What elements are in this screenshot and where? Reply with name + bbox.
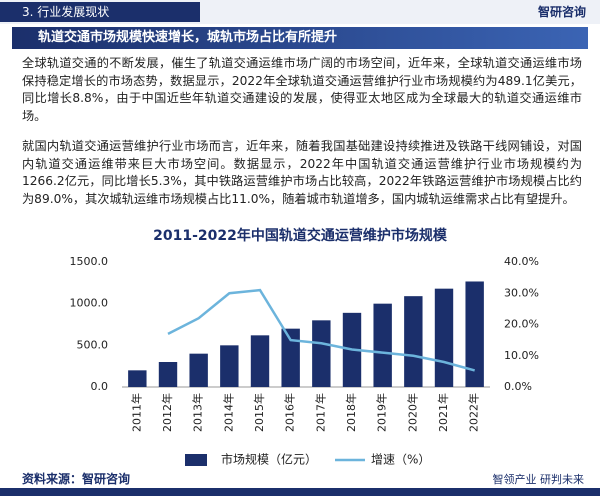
x-tick-label: 2014年 — [221, 393, 235, 432]
legend-swatch — [185, 454, 207, 466]
title-bar: 轨道交通市场规模快速增长，城轨市场占比有所提升 — [12, 27, 588, 49]
legend-label: 增速（%） — [371, 453, 430, 467]
x-tick-label: 2012年 — [160, 393, 174, 432]
bar — [465, 281, 484, 387]
x-tick-label: 2021年 — [436, 393, 450, 432]
bar — [404, 296, 423, 387]
y-tick-label: 0.0 — [91, 380, 109, 393]
bar — [128, 370, 147, 387]
source: 资料来源：智研咨询 — [22, 472, 131, 486]
y2-tick-label: 0.0% — [504, 380, 532, 393]
y-tick-label: 1000.0 — [70, 297, 109, 310]
bar — [189, 353, 208, 387]
bar — [158, 362, 178, 387]
x-tick-label: 2020年 — [405, 393, 419, 432]
slogan: 智领产业 研判未来 — [492, 473, 585, 486]
bar — [373, 303, 392, 387]
y2-tick-label: 10.0% — [504, 349, 539, 362]
chart-title: 2011-2022年中国轨道交通运营维护市场规模 — [153, 227, 448, 244]
bar — [220, 345, 239, 387]
y-tick-label: 1500.0 — [70, 255, 109, 268]
paragraph: 就国内轨道交通运营维护行业市场而言，近年来，随着我国基础建设持续推进及铁路干线网… — [22, 139, 582, 206]
x-tick-label: 2016年 — [283, 393, 297, 432]
logo: 智研咨询 — [537, 5, 586, 19]
y2-tick-label: 40.0% — [504, 255, 539, 268]
bar — [281, 328, 300, 387]
x-tick-label: 2017年 — [313, 393, 327, 432]
y2-tick-label: 20.0% — [504, 318, 539, 331]
paragraph: 全球轨道交通的不断发展，催生了轨道交通运维市场广阔的市场空间，近年来，全球轨道交… — [22, 56, 582, 123]
bottom-bar — [0, 488, 600, 496]
bar — [250, 335, 270, 387]
x-tick-label: 2018年 — [344, 393, 358, 432]
x-tick-label: 2013年 — [191, 393, 205, 432]
x-tick-label: 2019年 — [375, 393, 389, 432]
chart: 2011-2022年中国轨道交通运营维护市场规模 0.0 500.0 1000.0 1… — [70, 227, 539, 467]
x-tick-label: 2011年 — [129, 393, 143, 432]
section-label: 3. 行业发展现状 — [0, 2, 200, 22]
y-tick-label: 500.0 — [77, 338, 109, 351]
x-tick-label: 2015年 — [252, 393, 266, 432]
bar — [312, 320, 331, 387]
line — [167, 288, 475, 372]
x-tick-label: 2022年 — [467, 393, 481, 432]
bar — [434, 288, 454, 387]
legend-label: 市场规模（亿元） — [221, 452, 317, 467]
y2-tick-label: 30.0% — [504, 286, 539, 299]
